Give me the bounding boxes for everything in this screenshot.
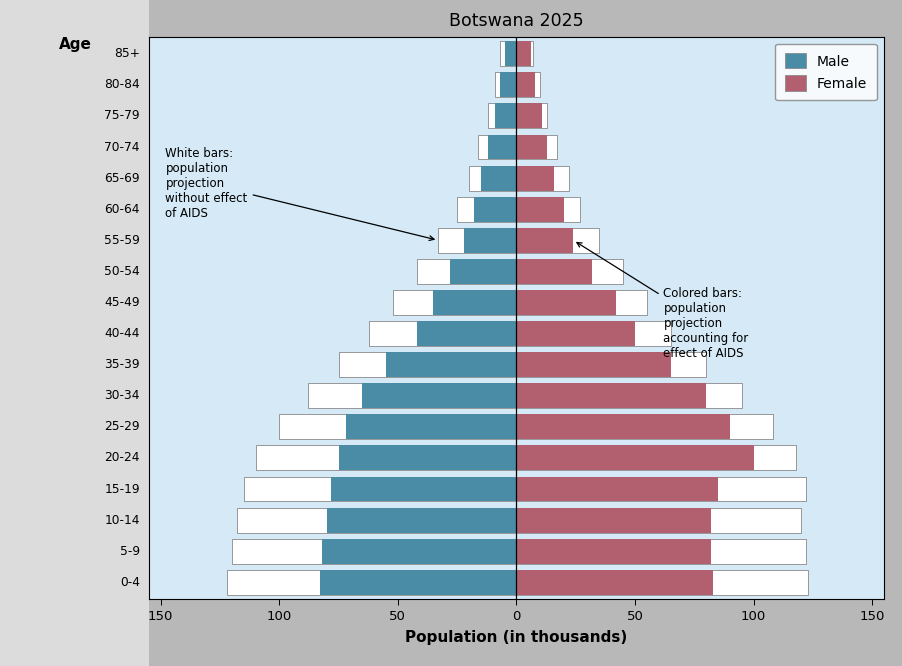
Bar [516,259,623,284]
Bar [481,166,516,190]
Bar [516,414,730,440]
Bar [331,477,516,501]
Bar [319,570,516,595]
Bar [516,321,635,346]
Bar [516,539,805,563]
Bar [516,41,530,66]
Bar [417,259,516,284]
Bar [516,73,540,97]
Text: 50-54: 50-54 [104,265,140,278]
Bar [516,228,574,252]
Bar [322,539,516,563]
Text: 15-19: 15-19 [105,483,140,496]
Text: 30-34: 30-34 [105,389,140,402]
Text: 80-84: 80-84 [104,79,140,91]
Bar [516,507,801,533]
Bar [363,384,516,408]
Bar [450,259,516,284]
Text: 55-59: 55-59 [104,234,140,247]
Bar [488,103,516,129]
Text: 5-9: 5-9 [120,545,140,557]
Bar [345,414,516,440]
Bar [516,41,533,66]
Bar [370,321,516,346]
Bar [393,290,516,315]
Bar [338,352,516,377]
Text: 25-29: 25-29 [105,420,140,434]
Bar [236,507,516,533]
Text: Age: Age [59,37,91,52]
Bar [495,73,516,97]
Bar [516,290,616,315]
Bar [438,228,516,252]
Bar [232,539,516,563]
Bar [417,321,516,346]
Bar [308,384,516,408]
Bar [327,507,516,533]
Bar [516,414,772,440]
Bar [386,352,516,377]
Bar [516,166,568,190]
Bar [244,477,516,501]
Bar [504,41,516,66]
Legend: Male, Female: Male, Female [776,43,877,101]
Bar [516,570,713,595]
Bar [500,41,516,66]
Bar [280,414,516,440]
Bar [516,570,808,595]
Bar [516,321,670,346]
Bar [516,352,706,377]
Bar [500,73,516,97]
Bar [478,135,516,159]
Bar [488,135,516,159]
Bar [227,570,516,595]
Bar [469,166,516,190]
Text: 10-14: 10-14 [105,513,140,527]
Bar [516,103,548,129]
Bar [465,228,516,252]
Bar [516,73,536,97]
Bar [516,352,670,377]
Bar [516,384,741,408]
Text: 75-79: 75-79 [105,109,140,123]
Bar [516,477,805,501]
Bar [516,196,564,222]
Bar [474,196,516,222]
Bar [516,196,580,222]
Text: 45-49: 45-49 [105,296,140,309]
Title: Botswana 2025: Botswana 2025 [449,11,584,29]
Bar [516,446,796,470]
Text: 70-74: 70-74 [105,141,140,153]
Bar [516,539,711,563]
X-axis label: Population (in thousands): Population (in thousands) [405,630,628,645]
Bar [516,446,753,470]
Text: 0-4: 0-4 [120,576,140,589]
Bar [516,477,718,501]
Bar [457,196,516,222]
Bar [516,507,711,533]
Bar [495,103,516,129]
Bar [433,290,516,315]
Text: 40-44: 40-44 [105,327,140,340]
Text: 35-39: 35-39 [105,358,140,371]
Bar [516,135,548,159]
Text: 20-24: 20-24 [105,452,140,464]
Bar [516,103,542,129]
Bar [516,135,557,159]
Bar [516,384,706,408]
Bar [516,259,593,284]
Bar [516,228,600,252]
Bar [516,290,647,315]
Text: 85+: 85+ [114,47,140,60]
Bar [338,446,516,470]
Text: 65-69: 65-69 [105,172,140,184]
Text: White bars:
population
projection
without effect
of AIDS: White bars: population projection withou… [165,147,434,240]
Text: Colored bars:
population
projection
accounting for
effect of AIDS: Colored bars: population projection acco… [577,242,749,360]
Text: 60-64: 60-64 [105,202,140,216]
Bar [255,446,516,470]
Bar [516,166,555,190]
